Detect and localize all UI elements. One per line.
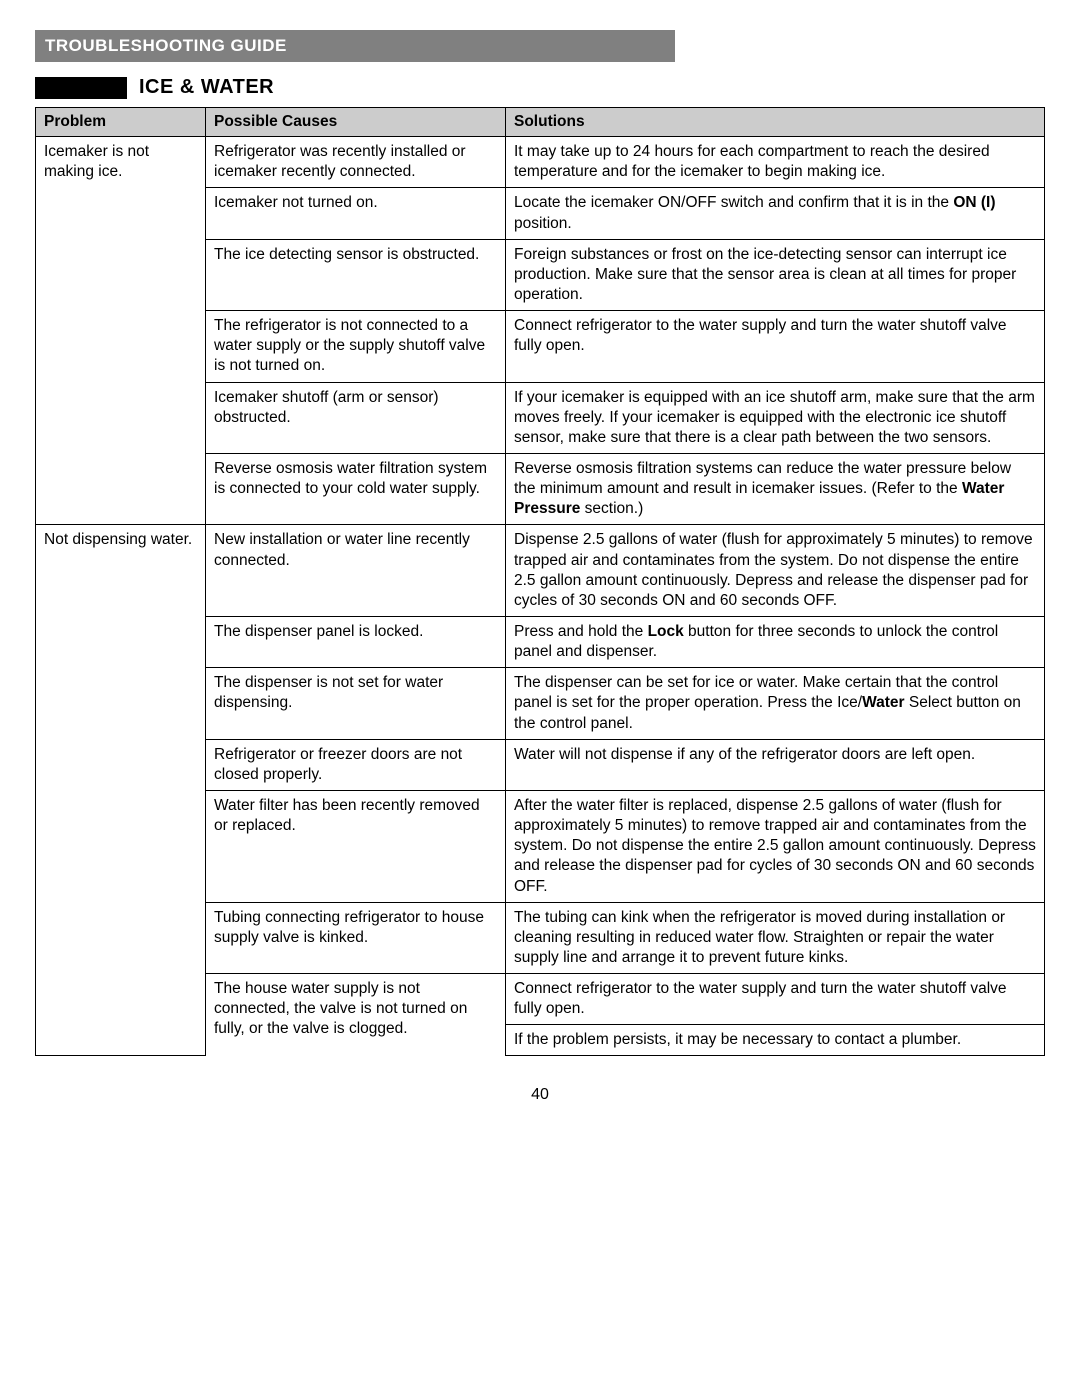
cause-cell: Water filter has been recently removed o… <box>206 790 506 902</box>
problem-cell <box>36 311 206 382</box>
solution-cell: Locate the icemaker ON/OFF switch and co… <box>506 188 1045 239</box>
cause-cell: The dispenser panel is locked. <box>206 616 506 667</box>
problem-cell <box>36 790 206 902</box>
problem-cell <box>36 668 206 739</box>
problem-cell: Not dispensing water. <box>36 525 206 617</box>
problem-cell <box>36 188 206 239</box>
section-title-row: ICE & WATER <box>35 76 1045 99</box>
cause-cell: Reverse osmosis water filtration system … <box>206 453 506 524</box>
troubleshooting-header: TROUBLESHOOTING GUIDE <box>35 30 675 62</box>
solution-cell: The dispenser can be set for ice or wate… <box>506 668 1045 739</box>
problem-cell <box>36 974 206 1025</box>
solution-cell: It may take up to 24 hours for each comp… <box>506 137 1045 188</box>
problem-cell <box>36 739 206 790</box>
solution-cell: Foreign substances or frost on the ice-d… <box>506 239 1045 310</box>
solution-cell: Dispense 2.5 gallons of water (flush for… <box>506 525 1045 617</box>
cause-cell: Tubing connecting refrigerator to house … <box>206 902 506 973</box>
solution-cell: Water will not dispense if any of the re… <box>506 739 1045 790</box>
troubleshooting-table: Problem Possible Causes Solutions Icemak… <box>35 107 1045 1056</box>
problem-cell <box>36 902 206 973</box>
cause-cell: The ice detecting sensor is obstructed. <box>206 239 506 310</box>
cause-cell: Icemaker shutoff (arm or sensor) obstruc… <box>206 382 506 453</box>
problem-cell <box>36 382 206 453</box>
cause-cell: Refrigerator was recently installed or i… <box>206 137 506 188</box>
problem-cell <box>36 1025 206 1056</box>
solution-cell: After the water filter is replaced, disp… <box>506 790 1045 902</box>
solution-cell: If your icemaker is equipped with an ice… <box>506 382 1045 453</box>
solution-cell: Connect refrigerator to the water supply… <box>506 974 1045 1025</box>
solution-cell: The tubing can kink when the refrigerato… <box>506 902 1045 973</box>
solution-cell: Press and hold the Lock button for three… <box>506 616 1045 667</box>
solution-cell: If the problem persists, it may be neces… <box>506 1025 1045 1056</box>
solution-cell: Connect refrigerator to the water supply… <box>506 311 1045 382</box>
col-causes: Possible Causes <box>206 108 506 137</box>
cause-cell: The house water supply is not connected,… <box>206 974 506 1056</box>
page-number: 40 <box>35 1086 1045 1104</box>
table-body: Icemaker is not making ice. Refrigerator… <box>36 137 1045 1056</box>
cause-cell: The refrigerator is not connected to a w… <box>206 311 506 382</box>
section-marker-box <box>35 77 127 99</box>
col-solutions: Solutions <box>506 108 1045 137</box>
cause-cell: The dispenser is not set for water dispe… <box>206 668 506 739</box>
cause-cell: Refrigerator or freezer doors are not cl… <box>206 739 506 790</box>
col-problem: Problem <box>36 108 206 137</box>
cause-cell: Icemaker not turned on. <box>206 188 506 239</box>
problem-cell <box>36 239 206 310</box>
solution-cell: Reverse osmosis filtration systems can r… <box>506 453 1045 524</box>
problem-cell <box>36 616 206 667</box>
cause-cell: New installation or water line recently … <box>206 525 506 617</box>
section-title: ICE & WATER <box>139 76 274 99</box>
problem-cell: Icemaker is not making ice. <box>36 137 206 188</box>
problem-cell <box>36 453 206 524</box>
